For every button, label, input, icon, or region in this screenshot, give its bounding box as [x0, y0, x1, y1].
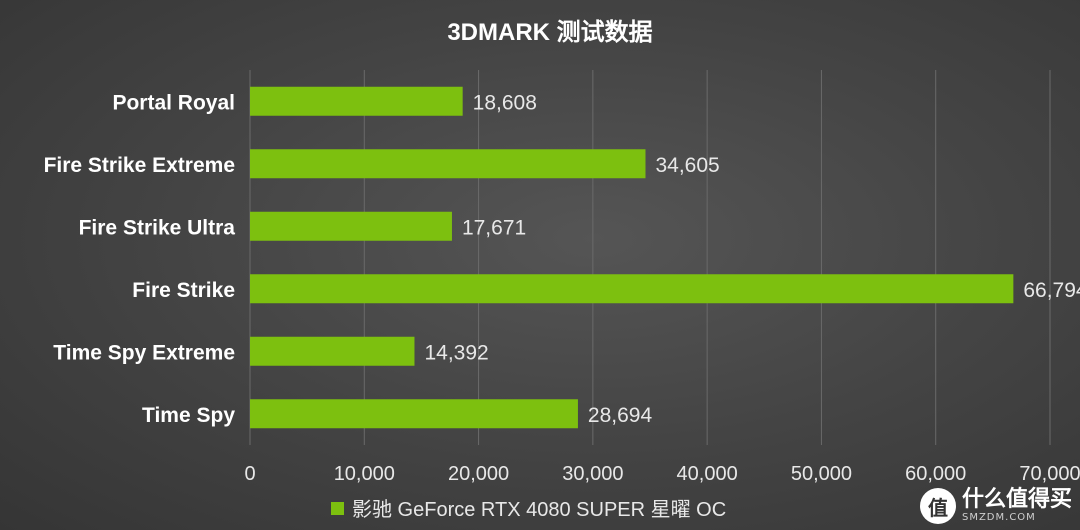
grid-lines: [249, 70, 1051, 445]
x-tick-label: 0: [244, 463, 255, 485]
x-tick-label: 50,000: [791, 463, 852, 485]
bar: [250, 149, 646, 179]
data-label: 28,694: [588, 404, 653, 427]
category-label: Time Spy Extreme: [53, 341, 235, 364]
x-tick-label: 30,000: [562, 463, 623, 485]
category-label: Fire Strike Extreme: [44, 154, 235, 177]
watermark-main-text: 什么值得买: [961, 487, 1072, 512]
value-labels: 18,608 34,605 17,671 66,794 14,392 28,694: [424, 91, 1080, 427]
watermark-logo-icon: 值: [919, 488, 956, 524]
watermark-sub-text: SMZDM.COM: [961, 512, 1036, 523]
bars: [250, 86, 1014, 429]
category-label: Portal Royal: [112, 91, 235, 114]
watermark: 值 什么值得买 SMZDM.COM: [919, 488, 1072, 524]
chart-title: 3DMARK 测试数据: [447, 19, 652, 46]
bar: [250, 211, 452, 241]
x-tick-label: 60,000: [905, 463, 966, 485]
legend: 影驰 GeForce RTX 4080 SUPER 星曜 OC: [331, 498, 726, 521]
x-tick-label: 40,000: [677, 463, 738, 485]
data-label: 66,794: [1023, 279, 1080, 302]
data-label: 14,392: [424, 341, 488, 364]
legend-label: 影驰 GeForce RTX 4080 SUPER 星曜 OC: [352, 498, 726, 521]
x-axis-tick-labels: 0 10,000 20,000 30,000 40,000 50,000 60,000 70,…: [244, 463, 1080, 485]
category-labels: Portal Royal Fire Strike Extreme Fire Stri…: [44, 91, 236, 427]
watermark-text: 什么值得买 SMZDM.COM: [962, 489, 1072, 523]
x-tick-label: 20,000: [448, 463, 509, 485]
bar: [250, 336, 415, 366]
bar: [250, 86, 463, 116]
data-label: 34,605: [655, 154, 719, 177]
category-label: Fire Strike Ultra: [79, 216, 236, 239]
bar: [250, 399, 578, 429]
category-label: Fire Strike: [132, 279, 235, 302]
data-label: 18,608: [473, 91, 537, 114]
category-label: Time Spy: [142, 404, 235, 427]
x-tick-label: 70,000: [1019, 463, 1080, 485]
bar: [250, 274, 1014, 304]
x-tick-label: 10,000: [334, 463, 395, 485]
legend-swatch: [331, 502, 344, 515]
data-label: 17,671: [462, 216, 526, 239]
